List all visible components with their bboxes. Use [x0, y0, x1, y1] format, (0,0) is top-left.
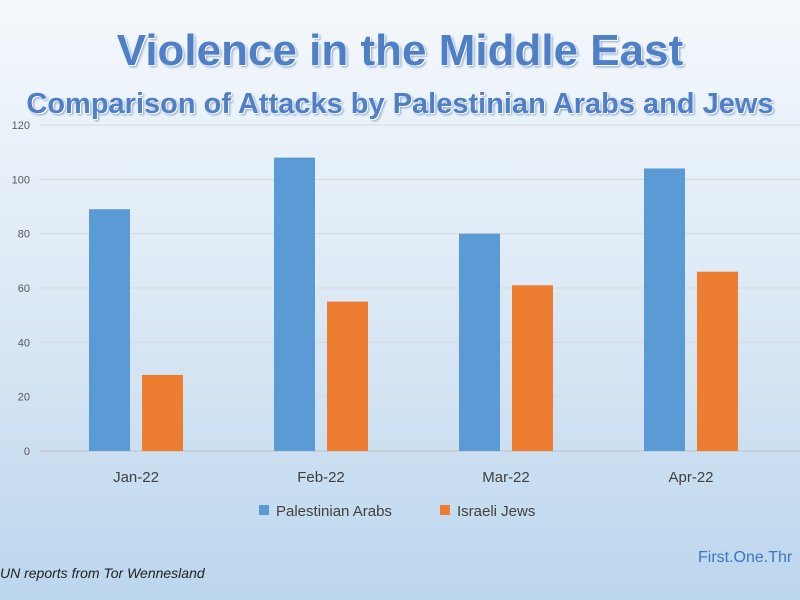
- bar-palestinian-arabs: [274, 157, 315, 451]
- y-tick-label: 0: [24, 446, 30, 458]
- x-tick-label: Apr-22: [668, 469, 713, 486]
- y-tick-label: 40: [18, 337, 30, 349]
- y-tick-label: 100: [12, 174, 30, 186]
- bar-palestinian-arabs: [459, 233, 500, 451]
- y-tick-label: 60: [18, 283, 30, 295]
- source-note: UN reports from Tor Wennesland: [0, 565, 205, 581]
- x-tick-label: Feb-22: [297, 469, 345, 486]
- legend-label: Israeli Jews: [457, 503, 535, 520]
- legend-swatch: [259, 505, 269, 515]
- bar-israeli-jews: [327, 301, 368, 451]
- bar-palestinian-arabs: [644, 168, 685, 451]
- chart-title: Violence in the Middle East: [116, 26, 684, 75]
- y-tick-label: 120: [12, 120, 30, 132]
- y-tick-label: 20: [18, 392, 30, 404]
- x-tick-label: Mar-22: [482, 469, 530, 486]
- bar-palestinian-arabs: [89, 209, 130, 451]
- legend-swatch: [440, 505, 450, 515]
- bar-israeli-jews: [512, 285, 553, 451]
- bar-israeli-jews: [697, 271, 738, 451]
- legend-label: Palestinian Arabs: [276, 503, 392, 520]
- y-tick-label: 80: [18, 229, 30, 241]
- site-watermark: First.One.Thr: [698, 549, 793, 566]
- chart-subtitle: Comparison of Attacks by Palestinian Ara…: [26, 88, 774, 120]
- x-tick-label: Jan-22: [113, 469, 159, 486]
- bar-israeli-jews: [142, 374, 183, 451]
